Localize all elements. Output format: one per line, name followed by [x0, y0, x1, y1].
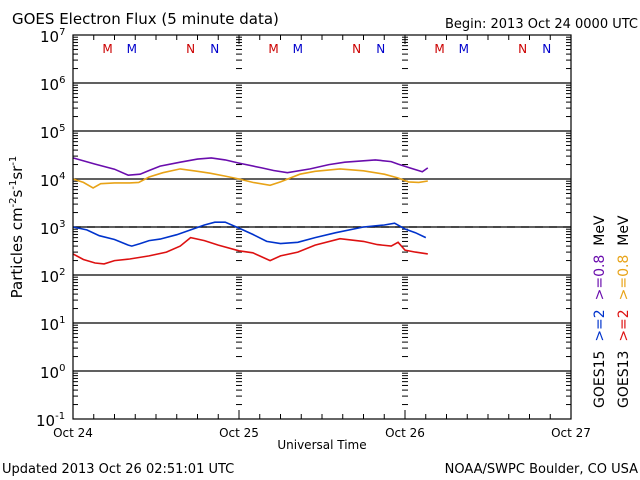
- x-axis-label: Universal Time: [277, 438, 366, 452]
- y-tick-label: 105: [40, 123, 65, 142]
- event-marker: M: [459, 42, 469, 56]
- legend-entry: GOES15 >=2 >=0.8 MeV: [592, 215, 608, 408]
- x-tick-labels: Oct 24 Oct 25 Oct 26 Oct 27: [53, 426, 591, 440]
- chart-title: GOES Electron Flux (5 minute data): [12, 10, 279, 28]
- legend-entry: GOES13 >=2 >=0.8 MeV: [616, 215, 632, 408]
- event-marker: N: [518, 42, 527, 56]
- legend-text: >=2: [616, 309, 632, 350]
- legend-text: >=2: [592, 309, 608, 350]
- series-line: [72, 168, 428, 189]
- legend-text: >=0.8: [592, 255, 608, 310]
- legend-text: >=0.8: [616, 255, 632, 310]
- x-tick-label: Oct 27: [551, 426, 591, 440]
- x-tick-label: Oct 26: [385, 426, 425, 440]
- y-tick-label: 101: [40, 315, 65, 334]
- event-marker: N: [210, 42, 219, 56]
- series-line: [72, 221, 427, 247]
- y-tick-label: 103: [40, 219, 65, 238]
- y-tick-label: 102: [40, 267, 65, 286]
- updated-timestamp: Updated 2013 Oct 26 02:51:01 UTC: [2, 462, 234, 477]
- y-tick-label: 107: [40, 27, 65, 46]
- event-marker: N: [376, 42, 385, 56]
- event-marker: N: [542, 42, 551, 56]
- y-tick-label: 104: [40, 171, 65, 190]
- y-tick-label: 100: [40, 363, 65, 382]
- series-line: [72, 157, 429, 177]
- credit-text: NOAA/SWPC Boulder, CO USA: [445, 462, 638, 477]
- event-marker: N: [352, 42, 361, 56]
- event-marker: M: [127, 42, 137, 56]
- y-tick-labels: 107 106 105 104 103 102 101 100 10-1: [36, 27, 65, 430]
- plot-frame: [72, 34, 572, 420]
- y-tick-label: 10-1: [36, 411, 65, 430]
- event-marker: M: [268, 42, 278, 56]
- legend-text: GOES13: [616, 351, 632, 408]
- legend-text: GOES15: [592, 351, 608, 408]
- event-marker: N: [186, 42, 195, 56]
- y-tick-label: 106: [40, 75, 65, 94]
- x-tick-label: Oct 25: [219, 426, 259, 440]
- grid-lines: [73, 82, 571, 372]
- axis-ticks: [72, 35, 572, 419]
- event-marker: M: [293, 42, 303, 56]
- legend-text: MeV: [592, 215, 608, 255]
- x-tick-label: Oct 24: [53, 426, 93, 440]
- data-series: [72, 157, 429, 265]
- y-axis-label: Particles cm-2s-1sr-1: [8, 156, 26, 299]
- series-line: [72, 236, 428, 265]
- begin-time: Begin: 2013 Oct 24 0000 UTC: [445, 17, 638, 32]
- event-marker: M: [434, 42, 444, 56]
- legend-text: MeV: [616, 215, 632, 255]
- event-marker: M: [102, 42, 112, 56]
